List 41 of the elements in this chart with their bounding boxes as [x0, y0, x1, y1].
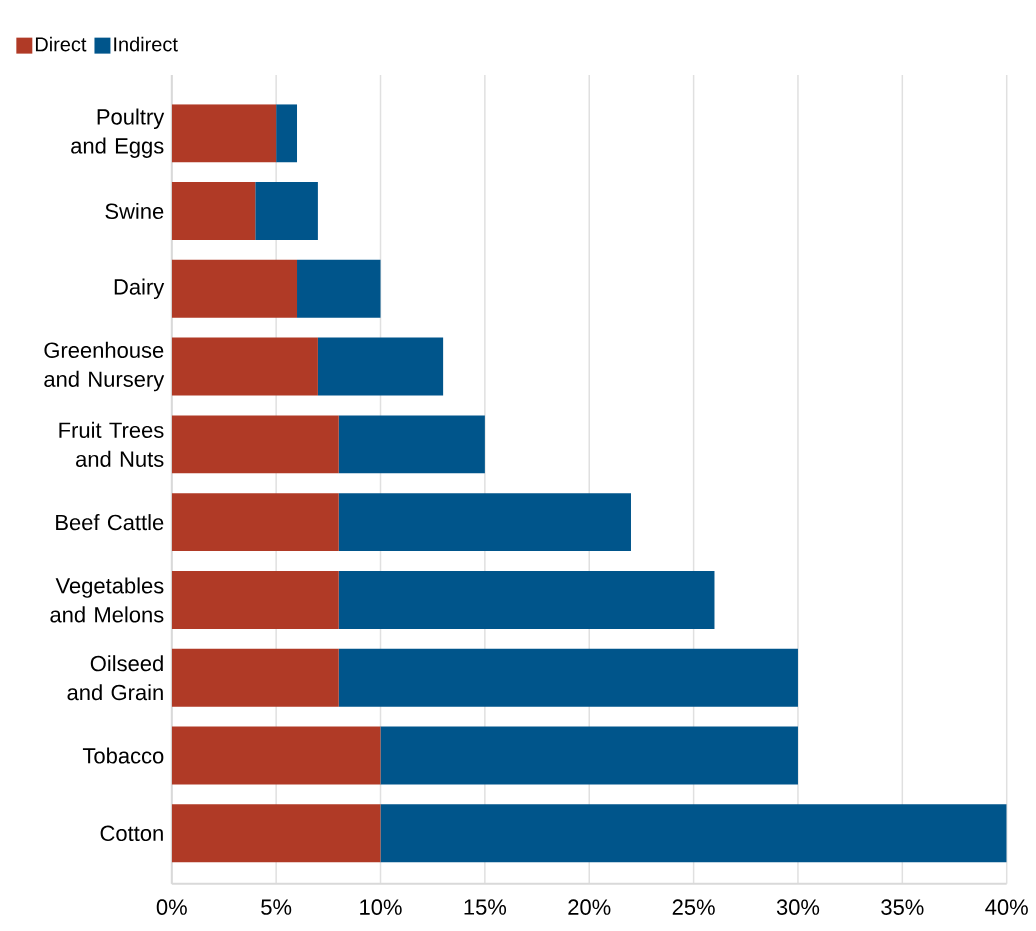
- y-tick-label: Swine: [105, 203, 164, 220]
- bar: [338, 571, 715, 630]
- legend-label: Indirect: [114, 36, 178, 52]
- y-tick-label: Fruit Trees and Nuts: [59, 421, 164, 468]
- x-tick-label: 0%: [156, 899, 187, 916]
- bar: [338, 493, 631, 552]
- bar: [338, 648, 798, 707]
- x-tick-label: 30%: [776, 899, 820, 916]
- y-tick-label: Cotton: [100, 825, 163, 842]
- bar: [171, 337, 318, 396]
- legend-label: Direct: [35, 36, 87, 52]
- y-tick-label: Dairy: [114, 278, 165, 300]
- bar: [171, 493, 339, 552]
- bar: [380, 726, 798, 785]
- y-tick-label: Poultry and Eggs: [71, 108, 165, 159]
- bar: [380, 804, 1007, 863]
- bar: [171, 104, 277, 163]
- y-tick-label: Greenhouse and Nursery: [44, 341, 165, 392]
- x-tick-label: 15%: [464, 899, 507, 915]
- y-tick-label: Tobacco: [82, 747, 164, 764]
- bar: [297, 259, 381, 318]
- x-tick-label: 20%: [568, 899, 611, 916]
- x-tick-label: 10%: [360, 899, 402, 916]
- x-tick-label: 35%: [881, 899, 924, 916]
- bar: [171, 726, 381, 785]
- bar: [171, 648, 339, 707]
- bar: [171, 259, 298, 318]
- y-tick-label: Beef Cattle: [56, 514, 164, 531]
- bar: [171, 804, 381, 863]
- x-tick-label: 5%: [261, 899, 292, 915]
- bar: [255, 182, 318, 241]
- x-tick-label: 40%: [985, 899, 1028, 916]
- bar: [171, 571, 339, 630]
- bar: [317, 337, 444, 396]
- x-tick-label: 25%: [672, 899, 715, 916]
- bar: [338, 415, 485, 474]
- y-tick-label: Oilseed and Grain: [67, 655, 163, 701]
- bar: [171, 415, 339, 474]
- y-tick-label: Vegetables and Melons: [50, 577, 164, 623]
- bar: [276, 104, 298, 163]
- bar: [171, 182, 256, 241]
